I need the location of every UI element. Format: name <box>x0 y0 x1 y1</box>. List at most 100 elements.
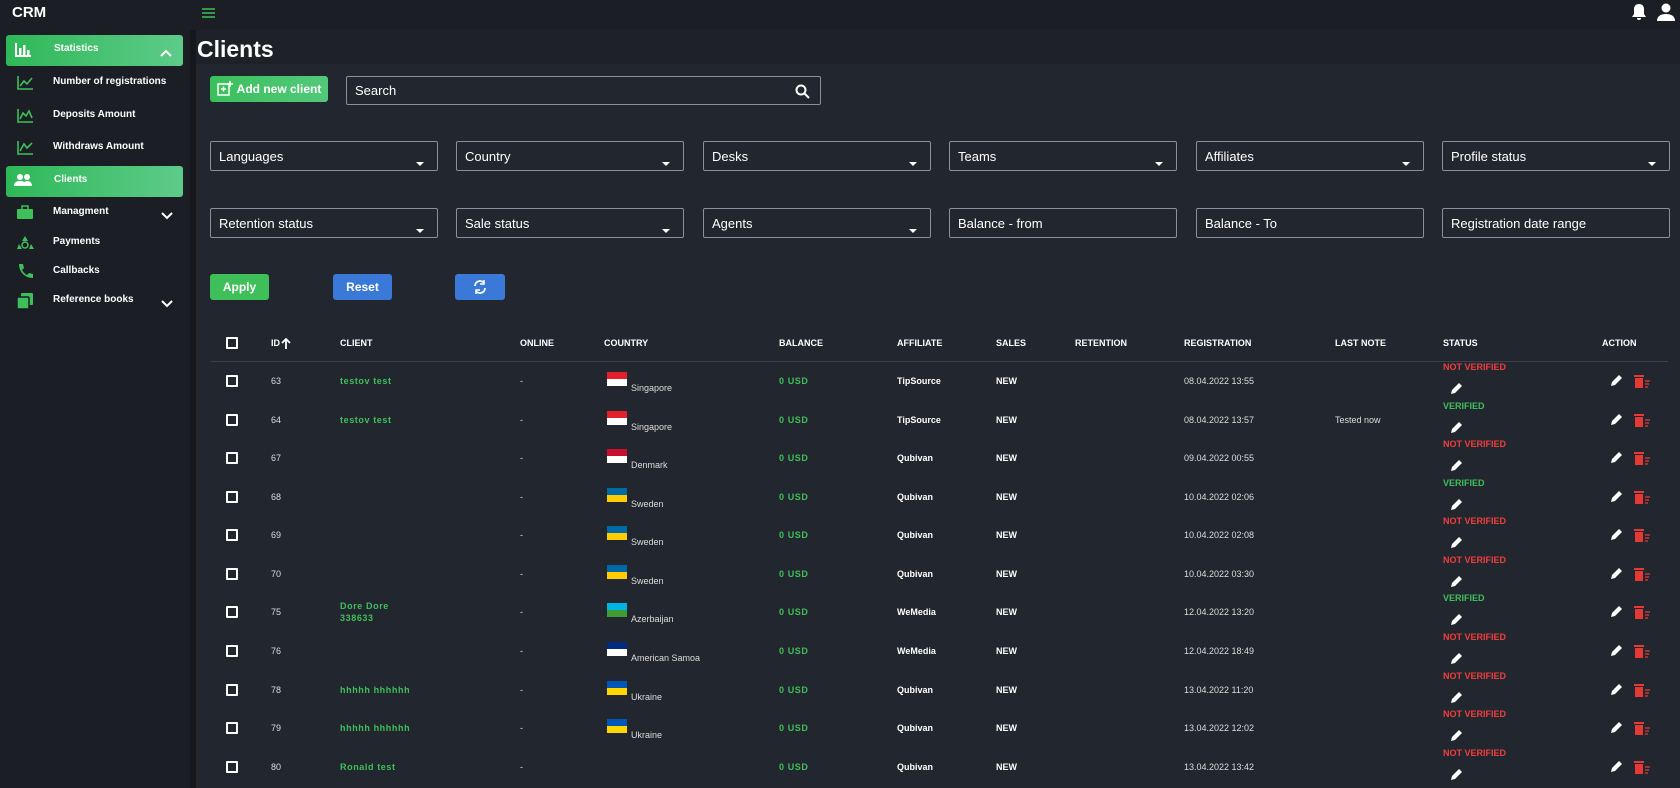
edit-status-button[interactable] <box>1449 729 1463 743</box>
edit-button[interactable] <box>1609 413 1623 427</box>
client-cell[interactable]: Ronald test <box>340 761 396 772</box>
country-cell: Sweden <box>631 575 664 586</box>
dropdown-filter[interactable]: Affiliates <box>1196 141 1424 171</box>
edit-status-button[interactable] <box>1449 768 1463 782</box>
affiliate-cell: Qubivan <box>897 530 934 541</box>
delete-button[interactable] <box>1633 683 1651 697</box>
sidebar-item[interactable]: Payments <box>53 236 101 247</box>
dropdown-filter[interactable]: Teams <box>949 141 1177 171</box>
edit-status-button[interactable] <box>1449 459 1463 473</box>
select-all-checkbox[interactable] <box>226 337 238 349</box>
notifications[interactable] <box>1630 2 1648 22</box>
row-checkbox[interactable] <box>226 606 238 619</box>
reset-button[interactable]: Reset <box>333 274 392 300</box>
dropdown-filter[interactable]: Country <box>456 141 684 171</box>
sidebar-item[interactable]: Number of registrations <box>53 76 167 87</box>
expand-chevron <box>161 296 173 308</box>
sidebar-item[interactable]: Managment <box>53 206 109 217</box>
dropdown-filter[interactable]: Profile status <box>1442 141 1670 171</box>
client-cell[interactable]: hhhhh hhhhhh <box>340 723 411 734</box>
dropdown-filter[interactable]: Sale status <box>456 208 684 238</box>
row-checkbox[interactable] <box>226 490 238 503</box>
input-filter[interactable]: Registration date range <box>1442 208 1670 238</box>
id-cell: 79 <box>271 723 282 734</box>
edit-button[interactable] <box>1609 490 1623 504</box>
add-client-button[interactable]: Add new client <box>210 76 328 102</box>
edit-status-button[interactable] <box>1449 691 1463 705</box>
delete-button[interactable] <box>1633 528 1651 543</box>
registration-cell: 13.04.2022 11:20 <box>1184 684 1254 695</box>
dropdown-filter[interactable]: Desks <box>703 141 931 171</box>
edit-button[interactable] <box>1609 605 1623 619</box>
delete-button[interactable] <box>1633 644 1651 658</box>
sidebar-item[interactable]: Callbacks <box>53 265 100 276</box>
edit-button[interactable] <box>1609 683 1623 697</box>
search-input[interactable]: Search <box>346 76 821 105</box>
delete-button[interactable] <box>1633 567 1651 581</box>
edit-status-button[interactable] <box>1449 575 1463 589</box>
edit-button[interactable] <box>1609 644 1623 658</box>
row-checkbox[interactable] <box>226 644 238 657</box>
edit-status-button[interactable] <box>1449 421 1463 435</box>
filter-label: Languages <box>219 148 284 164</box>
sidebar-item[interactable]: Withdraws Amount <box>53 141 144 152</box>
sidebar-icon-svg <box>17 205 33 219</box>
sidebar-item[interactable]: Deposits Amount <box>53 109 136 120</box>
sort-arrow <box>281 337 291 349</box>
sidebar-item[interactable]: Statistics <box>54 43 99 54</box>
sidebar-icon <box>16 263 34 281</box>
client-cell[interactable]: Dore Dore 338633 <box>340 601 389 624</box>
edit-button[interactable] <box>1609 374 1623 388</box>
delete-button[interactable] <box>1633 760 1651 774</box>
input-filter[interactable]: Balance - from <box>949 208 1177 238</box>
refresh-button[interactable] <box>455 274 505 300</box>
client-cell[interactable]: testov test <box>340 414 392 425</box>
delete-button[interactable] <box>1633 374 1651 388</box>
delete-button[interactable] <box>1633 413 1651 427</box>
column-header[interactable]: ID <box>271 338 280 348</box>
dropdown-filter[interactable]: Languages <box>210 141 438 171</box>
edit-status-button[interactable] <box>1449 382 1463 396</box>
expand-chevron-svg <box>161 212 173 220</box>
dropdown-filter[interactable]: Retention status <box>210 208 438 238</box>
row-checkbox[interactable] <box>226 683 238 696</box>
sidebar-item[interactable]: Reference books <box>53 294 134 305</box>
id-cell: 63 <box>271 376 282 386</box>
row-checkbox[interactable] <box>226 413 238 426</box>
sidebar-icon <box>14 41 32 59</box>
apply-button[interactable]: Apply <box>210 274 269 300</box>
edit-status-button[interactable] <box>1449 498 1463 512</box>
dropdown-caret-svg <box>909 229 917 233</box>
edit-status-button[interactable] <box>1449 652 1463 666</box>
row-checkbox[interactable] <box>226 722 238 735</box>
delete-button[interactable] <box>1633 451 1651 466</box>
delete-button[interactable] <box>1633 605 1651 620</box>
filter-label: Profile status <box>1451 148 1527 164</box>
edit-button[interactable] <box>1609 760 1623 774</box>
row-checkbox[interactable] <box>226 760 238 773</box>
client-cell[interactable]: hhhhh hhhhhh <box>340 684 411 695</box>
input-filter[interactable]: Balance - To <box>1196 208 1424 238</box>
edit-button[interactable] <box>1609 528 1623 542</box>
delete-button[interactable] <box>1633 721 1651 736</box>
sidebar-divider <box>190 30 196 788</box>
user-menu[interactable] <box>1656 2 1676 22</box>
balance-cell: 0 USD <box>779 607 809 618</box>
row-checkbox[interactable] <box>226 567 238 580</box>
row-checkbox[interactable] <box>226 529 238 542</box>
edit-button[interactable] <box>1609 567 1623 581</box>
client-cell[interactable]: testov test <box>340 376 392 386</box>
edit-status-button[interactable] <box>1449 613 1463 627</box>
edit-button-svg <box>1611 490 1622 502</box>
row-checkbox[interactable] <box>226 375 238 387</box>
delete-button[interactable] <box>1633 490 1651 504</box>
sidebar-item[interactable]: Clients <box>54 174 88 185</box>
edit-status-button[interactable] <box>1449 536 1463 550</box>
edit-button[interactable] <box>1609 721 1623 735</box>
edit-button[interactable] <box>1609 451 1623 465</box>
column-header: ACTION <box>1602 338 1637 348</box>
dropdown-filter[interactable]: Agents <box>703 208 931 238</box>
row-checkbox[interactable] <box>226 452 238 465</box>
menu-toggle[interactable] <box>201 6 217 20</box>
collapse-chevron <box>160 45 172 57</box>
